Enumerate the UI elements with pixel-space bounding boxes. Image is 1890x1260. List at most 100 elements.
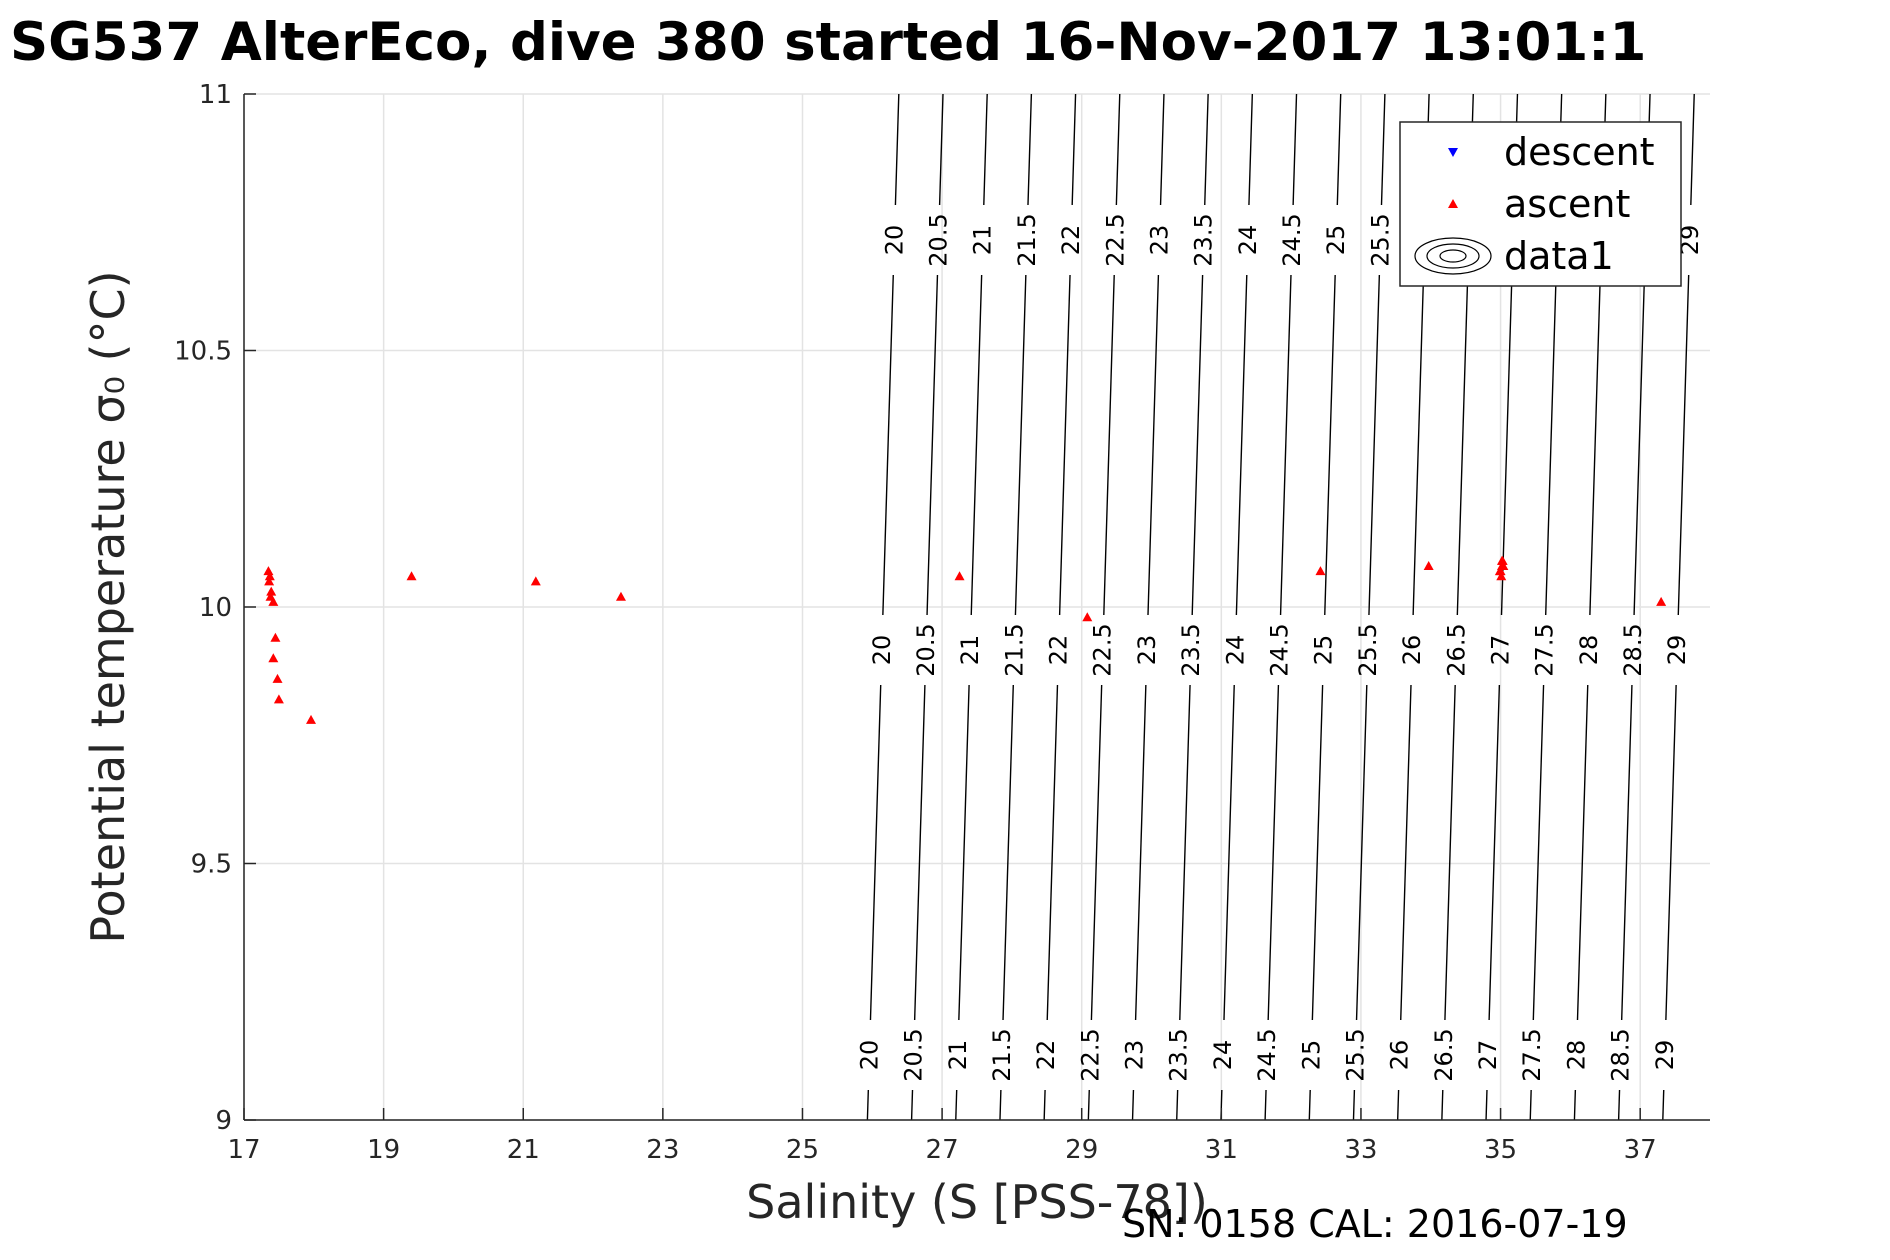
x-tick-label: 23 [646, 1135, 679, 1165]
contour-segment [1071, 93, 1077, 206]
y-tick-label: 9 [215, 1106, 232, 1136]
contour-segment [1147, 274, 1160, 616]
contour-label: 25 [1310, 635, 1338, 666]
contour-label: 24 [1209, 1040, 1237, 1071]
contour-label: 24 [1221, 635, 1249, 666]
ascent-data-point [264, 571, 275, 581]
ascent-data-point [406, 571, 417, 581]
contour-label: 25 [1297, 1040, 1325, 1071]
contour-label: 23.5 [1165, 1028, 1193, 1081]
contour-segment [1311, 684, 1324, 1021]
ascent-data-point [1496, 555, 1507, 565]
ascent-data-point [1423, 560, 1434, 570]
contour-segment [1292, 93, 1298, 206]
x-tick-label: 31 [1205, 1135, 1238, 1165]
x-tick-label: 21 [507, 1135, 540, 1165]
y-tick-label: 9.5 [191, 850, 232, 880]
contour-segment [970, 274, 983, 616]
ascent-data-point [1656, 596, 1667, 606]
contour-label: 26 [1398, 635, 1426, 666]
contour-line-23-5: 23.5 23.5 23.5 [1165, 93, 1218, 1121]
contour-segment [1279, 274, 1292, 616]
contour-label: 22 [1057, 225, 1085, 256]
contour-label: 23 [1133, 635, 1161, 666]
contour-segment [1264, 1089, 1267, 1121]
contour-segment [1355, 684, 1368, 1021]
ascent-data-point [272, 673, 283, 683]
y-tick-label: 10.5 [174, 337, 232, 367]
contour-segment [1352, 1089, 1356, 1121]
contour-line-26: 26 26 [1386, 93, 1430, 1121]
y-tick-label: 11 [199, 80, 232, 110]
contour-line-21: 21 21 21 [944, 93, 997, 1121]
contour-label: 23 [1121, 1040, 1149, 1071]
contour-label: 26.5 [1442, 623, 1470, 676]
contour-segment [1191, 274, 1204, 616]
contour-segment [1046, 684, 1059, 1021]
x-tick-label: 27 [926, 1135, 959, 1165]
contour-segment [926, 274, 939, 616]
ascent-data-point [615, 591, 626, 601]
x-tick-label: 17 [227, 1135, 260, 1165]
contour-segment [1677, 274, 1690, 616]
legend-contour-icon [1414, 237, 1492, 275]
contour-segment [913, 684, 926, 1021]
legend-label-ascent: ascent [1504, 182, 1630, 226]
contour-label: 24.5 [1278, 213, 1306, 266]
chart-title: SG537 AlterEco, dive 380 started 16-Nov-… [10, 12, 1646, 73]
contour-label: 20 [880, 225, 908, 256]
ascent-data-point [1498, 560, 1509, 570]
contour-segment [955, 1089, 958, 1121]
contour-segment [1324, 274, 1336, 616]
contour-segment [1235, 274, 1248, 616]
ascent-data-point [266, 586, 277, 596]
contour-segment [1103, 274, 1115, 616]
contour-segment [882, 274, 894, 616]
ascent-data-point [268, 653, 279, 663]
contour-line-26-5: 26.5 26.5 [1430, 93, 1474, 1121]
contour-segment [1248, 93, 1254, 206]
contour-segment [958, 684, 970, 1021]
tick-labels: 17 19 21 23 25 27 29 31 33 35 37 9 9.5 10 10.5 11 [174, 80, 1657, 1165]
contour-label: 22.5 [1089, 623, 1117, 676]
contour-line-24-5: 24.5 24.5 24.5 [1253, 93, 1306, 1121]
contour-segment [983, 93, 988, 206]
contour-segment [1576, 684, 1589, 1021]
density-contours: 20202020.520.520.521212121.521.521.52222… [855, 93, 1704, 1121]
contour-segment [1131, 1089, 1135, 1121]
contour-label: 27.5 [1518, 1028, 1546, 1081]
contour-segment [1223, 684, 1235, 1021]
contour-line-20: 20 20 20 [855, 93, 908, 1121]
contour-line-22: 22 22 22 [1032, 93, 1085, 1121]
contour-label: 29 [1663, 635, 1691, 666]
x-tick-label: 37 [1624, 1135, 1657, 1165]
contour-line-23: 23 23 23 [1121, 93, 1173, 1121]
ascent-data-point [1315, 566, 1326, 576]
ascent-data-point [306, 714, 317, 724]
x-axis-label: Salinity (S [PSS-78]) [746, 1175, 1208, 1229]
contour-segment [1308, 1089, 1311, 1121]
ascent-data-point [954, 571, 965, 581]
ascent-data-point [268, 596, 279, 606]
contour-label: 24.5 [1265, 623, 1293, 676]
contour-segment [894, 93, 900, 206]
contour-label: 28.5 [1619, 623, 1647, 676]
contour-label: 26.5 [1430, 1028, 1458, 1081]
ascent-points [263, 555, 1667, 724]
contour-segment [1690, 93, 1695, 206]
x-tick-label: 29 [1065, 1135, 1098, 1165]
contour-segment [1380, 93, 1386, 206]
contour-label: 20 [855, 1040, 883, 1071]
ascent-data-point [1082, 612, 1093, 622]
contour-segment [1488, 684, 1501, 1021]
contour-segment [1485, 1089, 1488, 1121]
contour-segment [869, 684, 882, 1021]
contour-line-21-5: 21.5 21.5 21.5 [988, 93, 1041, 1121]
x-tick-label: 25 [786, 1135, 819, 1165]
contour-label: 24 [1234, 225, 1262, 256]
x-tick-label: 33 [1344, 1135, 1377, 1165]
y-axis-label: Potential temperature σ₀ (°C) [81, 270, 135, 943]
contour-segment [1134, 684, 1147, 1021]
